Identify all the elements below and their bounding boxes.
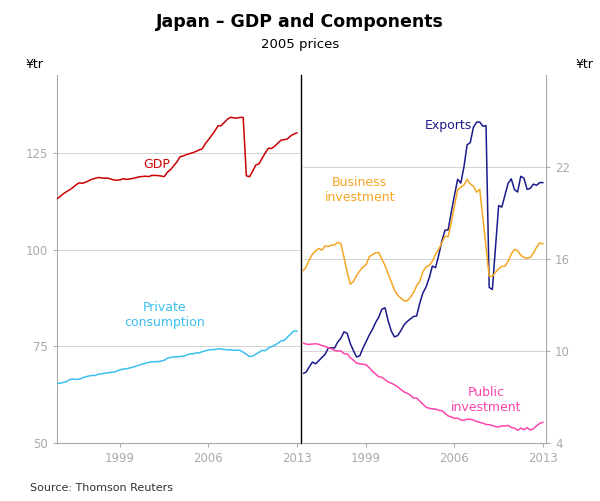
Text: GDP: GDP <box>143 158 170 171</box>
Text: ¥tr: ¥tr <box>25 59 43 72</box>
Text: Public
investment: Public investment <box>451 386 521 414</box>
Text: Source: Thomson Reuters: Source: Thomson Reuters <box>30 483 173 493</box>
Text: Japan – GDP and Components: Japan – GDP and Components <box>156 13 444 31</box>
Text: 2005 prices: 2005 prices <box>261 38 339 51</box>
Text: Business
investment: Business investment <box>325 176 395 204</box>
Text: Private
consumption: Private consumption <box>124 302 205 330</box>
Text: ¥tr: ¥tr <box>575 59 593 72</box>
Text: Exports: Exports <box>425 119 472 132</box>
